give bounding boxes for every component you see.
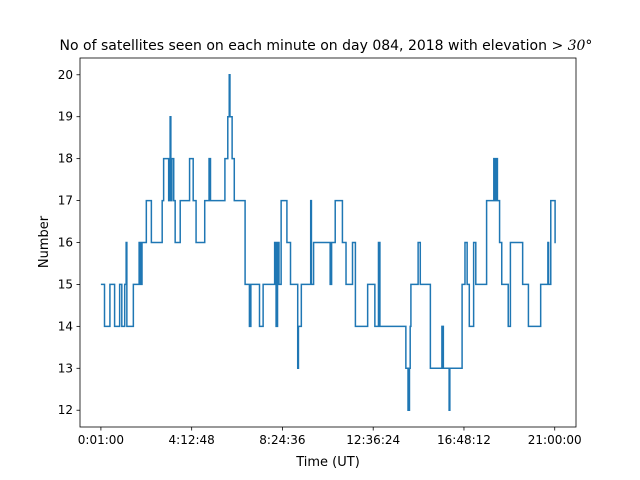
x-tick-label: 0:01:00 bbox=[78, 433, 124, 447]
y-tick-label: 12 bbox=[58, 403, 73, 417]
x-tick-label: 16:48:12 bbox=[437, 433, 491, 447]
y-tick-label: 17 bbox=[58, 194, 73, 208]
chart-title: No of satellites seen on each minute on … bbox=[60, 38, 593, 54]
y-tick-label: 16 bbox=[58, 236, 73, 250]
chart-title-math: > 30° bbox=[551, 38, 592, 54]
x-tick-label: 8:24:36 bbox=[259, 433, 305, 447]
x-tick-label: 4:12:48 bbox=[169, 433, 215, 447]
y-tick-label: 14 bbox=[58, 319, 73, 333]
x-axis-label: Time (UT) bbox=[295, 455, 360, 470]
x-tick-label: 21:00:00 bbox=[528, 433, 582, 447]
y-tick-label: 18 bbox=[58, 152, 73, 166]
chart-title-text: No of satellites seen on each minute on … bbox=[60, 38, 552, 54]
tick-layer: 0:01:00 4:12:48 8:24:36 12:36:24 16:48:12 21:… bbox=[58, 68, 582, 447]
y-tick-label: 19 bbox=[58, 110, 73, 124]
x-tick-label: 12:36:24 bbox=[346, 433, 400, 447]
plot-area bbox=[79, 57, 577, 428]
y-tick-label: 15 bbox=[58, 277, 73, 291]
series-line-0 bbox=[100, 74, 556, 411]
y-axis-label: Number bbox=[37, 215, 52, 268]
y-tick-label: 13 bbox=[58, 361, 73, 375]
y-tick-label: 20 bbox=[58, 68, 73, 82]
